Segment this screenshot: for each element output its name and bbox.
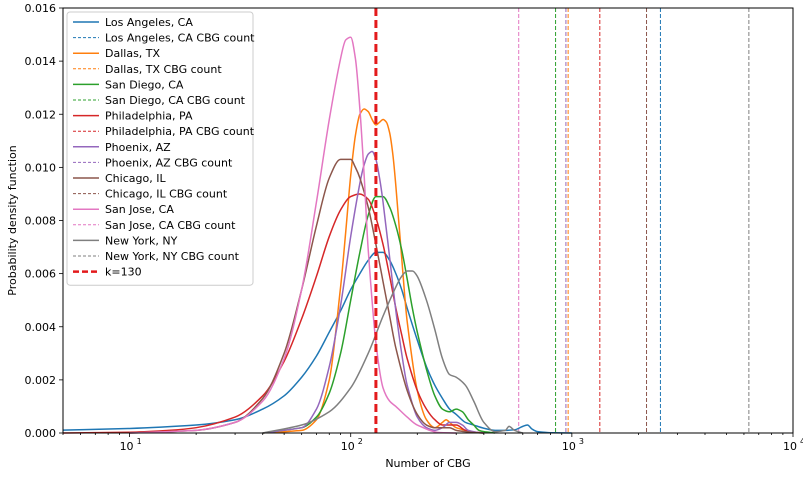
x-tick-label: 10	[562, 440, 576, 453]
legend-label: Phoenix, AZ	[105, 141, 171, 154]
y-axis-label: Probability density function	[6, 145, 19, 295]
legend-label: Philadelphia, PA	[105, 110, 193, 123]
x-tick-label: 10	[341, 440, 355, 453]
legend-label: Los Angeles, CA CBG count	[105, 32, 255, 45]
x-tick-exponent: 2	[358, 437, 363, 446]
y-tick-label: 0.010	[25, 161, 57, 174]
x-tick-label: 10	[120, 440, 134, 453]
y-tick-label: 0.002	[25, 374, 57, 387]
x-tick-exponent: 3	[579, 437, 584, 446]
y-tick-label: 0.004	[25, 321, 57, 334]
x-axis-ticks: 10 1 10 2 10 3 10 4	[62, 433, 803, 453]
legend-box	[66, 11, 254, 286]
series-curve	[262, 195, 496, 434]
legend: Los Angeles, CA Los Angeles, CA CBG count…	[66, 11, 255, 286]
series-curve	[262, 108, 484, 434]
legend-label: Chicago, IL	[105, 172, 166, 185]
legend-label: Philadelphia, PA CBG count	[105, 125, 255, 138]
y-tick-label: 0.000	[25, 427, 57, 440]
y-tick-label: 0.008	[25, 215, 57, 228]
y-axis-ticks: 0.000 0.002 0.004 0.006 0.008 0.010 0.012 0.014…	[25, 2, 63, 440]
y-tick-label: 0.012	[25, 108, 57, 121]
legend-label: San Jose, CA CBG count	[105, 219, 236, 232]
legend-label: San Jose, CA	[105, 203, 174, 216]
cbg-count-lines	[518, 8, 750, 433]
x-tick-exponent: 4	[800, 437, 803, 446]
legend-label: New York, NY	[105, 234, 178, 247]
y-tick-label: 0.006	[25, 268, 57, 281]
x-tick-exponent: 1	[137, 437, 142, 446]
legend-label: San Diego, CA CBG count	[105, 94, 246, 107]
legend-label: New York, NY CBG count	[105, 250, 240, 263]
legend-label: Los Angeles, CA	[105, 16, 193, 29]
legend-label: Dallas, TX	[105, 47, 161, 60]
series-curve	[262, 270, 524, 434]
series-curve	[129, 36, 457, 434]
legend-label: Dallas, TX CBG count	[105, 63, 222, 76]
legend-label: Chicago, IL CBG count	[105, 188, 228, 201]
legend-label: San Diego, CA	[105, 78, 184, 91]
y-tick-label: 0.016	[25, 2, 57, 15]
series-curve	[262, 150, 484, 434]
y-tick-label: 0.014	[25, 55, 57, 68]
x-tick-label: 10	[783, 440, 797, 453]
legend-label: k=130	[105, 266, 142, 279]
x-axis-label: Number of CBG	[385, 457, 470, 470]
legend-label: Phoenix, AZ CBG count	[105, 156, 233, 169]
